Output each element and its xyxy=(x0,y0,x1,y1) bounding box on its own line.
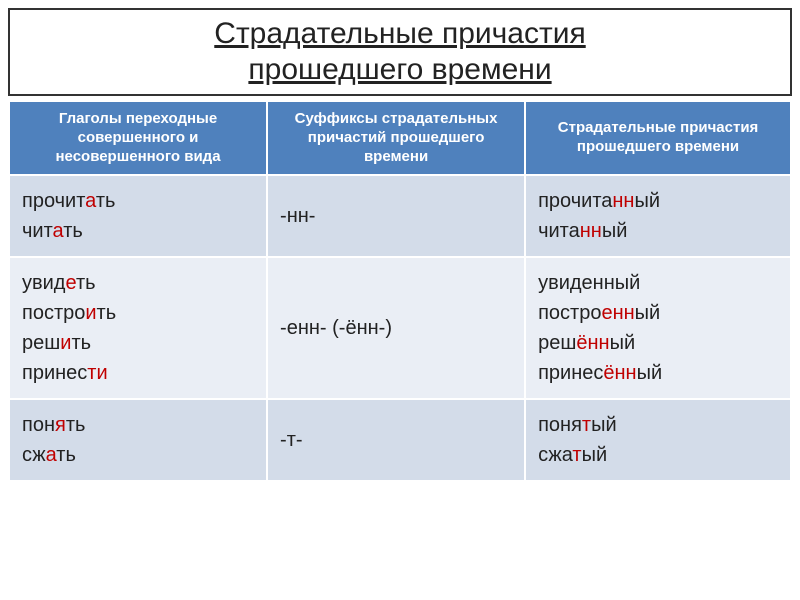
word: построить xyxy=(22,298,254,328)
text-segment: прочита xyxy=(538,190,612,212)
text-segment: постро xyxy=(538,302,601,324)
text-segment: ть xyxy=(76,272,96,294)
text-segment: поня xyxy=(538,414,582,436)
word: читать xyxy=(22,216,254,246)
text-segment: прочит xyxy=(22,190,85,212)
text-segment: чит xyxy=(22,220,53,242)
highlight-segment: и xyxy=(85,302,96,324)
text-segment: пон xyxy=(22,414,55,436)
cell-verbs: увидетьпостроитьрешитьпринести xyxy=(9,257,267,399)
cell-participles: понятыйсжатый xyxy=(525,399,791,481)
highlight-segment: нн xyxy=(580,220,602,242)
cell-verbs: понятьсжать xyxy=(9,399,267,481)
word: принесённый xyxy=(538,358,778,388)
highlight-segment: е xyxy=(65,272,75,294)
cell-participles: увиденныйпостроенныйрешённыйпринесённый xyxy=(525,257,791,399)
text-segment: увид xyxy=(22,272,65,294)
highlight-segment: нн xyxy=(612,190,634,212)
word: увиденный xyxy=(538,268,778,298)
cell-suffix: -нн- xyxy=(267,175,525,257)
text-segment: чита xyxy=(538,220,580,242)
cell-participles: прочитанныйчитанный xyxy=(525,175,791,257)
word: понять xyxy=(22,410,254,440)
word: принести xyxy=(22,358,254,388)
text-segment: постро xyxy=(22,302,85,324)
highlight-segment: т xyxy=(572,444,581,466)
highlight-segment: а xyxy=(53,220,64,242)
text-segment: ый xyxy=(637,362,663,384)
highlight-segment: енн xyxy=(601,302,634,324)
highlight-segment: т xyxy=(582,414,591,436)
text-segment: ый xyxy=(582,444,608,466)
text-segment: ый xyxy=(610,332,636,354)
text-segment: принес xyxy=(538,362,603,384)
highlight-segment: а xyxy=(46,444,57,466)
word: решить xyxy=(22,328,254,358)
text-segment: ый xyxy=(635,302,661,324)
highlight-segment: ённ xyxy=(576,332,609,354)
word: понятый xyxy=(538,410,778,440)
text-segment: ть xyxy=(63,220,83,242)
word: сжать xyxy=(22,440,254,470)
title-line-2: прошедшего времени xyxy=(20,52,780,88)
word: увидеть xyxy=(22,268,254,298)
text-segment: ть xyxy=(97,302,117,324)
header-participles: Страдательные причастия прошедшего време… xyxy=(525,101,791,175)
word: сжатый xyxy=(538,440,778,470)
text-segment: ть xyxy=(56,444,76,466)
word: прочитать xyxy=(22,186,254,216)
text-segment: реш xyxy=(538,332,576,354)
highlight-segment: ти xyxy=(87,362,107,384)
cell-suffix: -т- xyxy=(267,399,525,481)
highlight-segment: и xyxy=(60,332,71,354)
word: читанный xyxy=(538,216,778,246)
table-row: понятьсжать-т-понятыйсжатый xyxy=(9,399,791,481)
title-line-1: Страдательные причастия xyxy=(20,16,780,52)
cell-verbs: прочитатьчитать xyxy=(9,175,267,257)
highlight-segment: я xyxy=(55,414,66,436)
text-segment: ть xyxy=(71,332,91,354)
word: прочитанный xyxy=(538,186,778,216)
header-verbs: Глаголы переходные совершенного и несове… xyxy=(9,101,267,175)
table-row: прочитатьчитать-нн-прочитанныйчитанный xyxy=(9,175,791,257)
table-row: увидетьпостроитьрешитьпринести-енн- (-ён… xyxy=(9,257,791,399)
text-segment: ый xyxy=(634,190,660,212)
grammar-table: Глаголы переходные совершенного и несове… xyxy=(8,100,792,482)
highlight-segment: а xyxy=(85,190,96,212)
text-segment: ый xyxy=(602,220,628,242)
word: решённый xyxy=(538,328,778,358)
text-segment: ть xyxy=(66,414,86,436)
text-segment: сжа xyxy=(538,444,572,466)
cell-suffix: -енн- (-ённ-) xyxy=(267,257,525,399)
text-segment: принес xyxy=(22,362,87,384)
text-segment: сж xyxy=(22,444,46,466)
title-container: Страдательные причастия прошедшего време… xyxy=(8,8,792,96)
word: построенный xyxy=(538,298,778,328)
text-segment: реш xyxy=(22,332,60,354)
highlight-segment: ённ xyxy=(603,362,636,384)
header-suffixes: Суффиксы страдательных причастий прошедш… xyxy=(267,101,525,175)
text-segment: ть xyxy=(96,190,116,212)
text-segment: ый xyxy=(591,414,617,436)
text-segment: увиденный xyxy=(538,272,640,294)
